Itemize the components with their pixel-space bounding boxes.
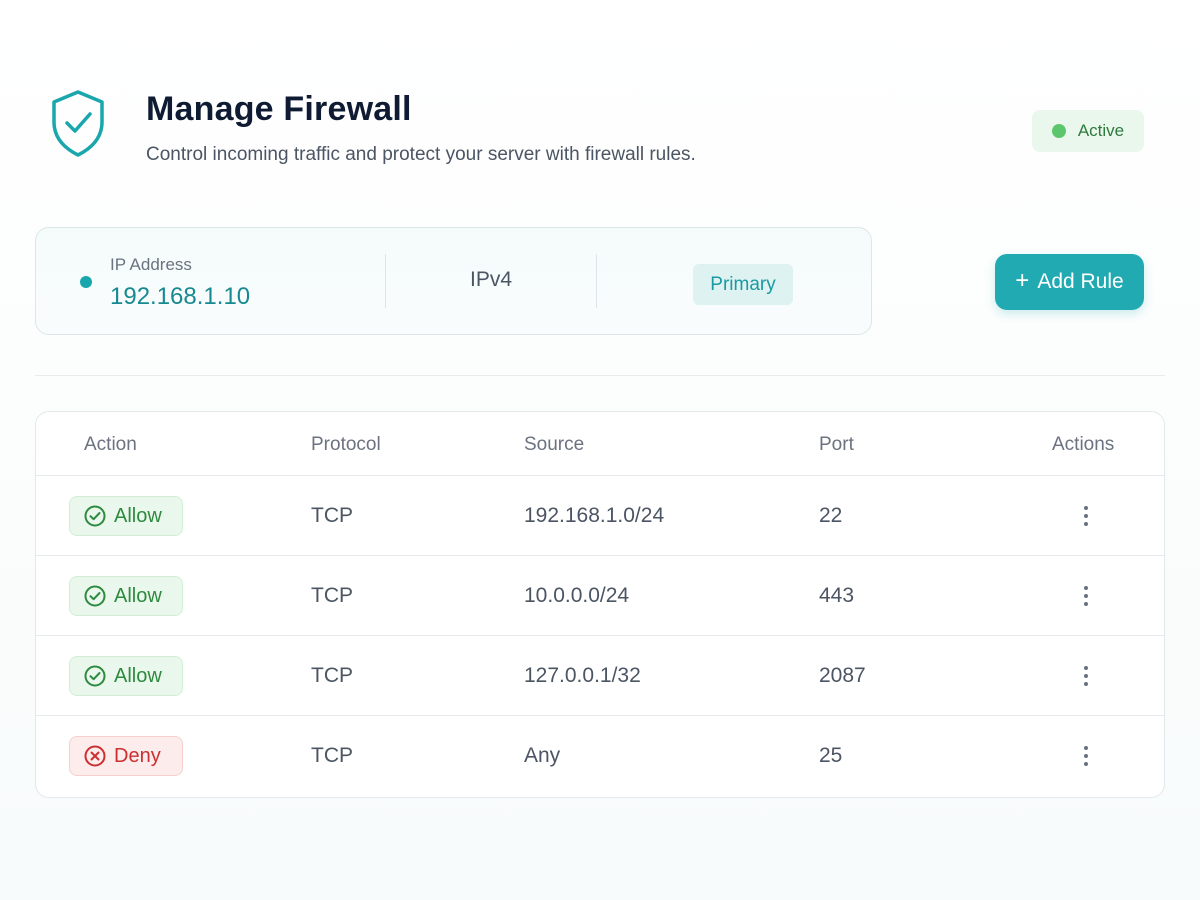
add-rule-label: Add Rule: [1037, 270, 1124, 293]
port-cell: 2087: [819, 664, 866, 687]
add-rule-button[interactable]: + Add Rule: [995, 254, 1144, 310]
ip-version: IPv4: [469, 268, 513, 291]
check-circle-icon: [84, 585, 106, 607]
kebab-dot-icon: [1084, 762, 1088, 766]
row-menu-button[interactable]: [1076, 740, 1096, 772]
ip-address-label: IP Address: [110, 255, 192, 274]
column-header-port: Port: [819, 434, 854, 455]
table-row: Allow TCP 127.0.0.1/32 2087: [36, 636, 1164, 716]
column-header-source: Source: [524, 434, 585, 455]
column-header-actions: Actions: [1052, 434, 1115, 455]
primary-badge: Primary: [693, 264, 793, 305]
plus-icon: +: [1015, 267, 1030, 294]
x-circle-icon: [84, 745, 106, 767]
page-title: Manage Firewall: [146, 90, 412, 128]
protocol-cell: TCP: [311, 584, 353, 607]
protocol-cell: TCP: [311, 664, 353, 687]
source-cell: Any: [524, 744, 561, 767]
ip-status-dot-icon: [80, 276, 92, 288]
kebab-dot-icon: [1084, 506, 1088, 510]
port-cell: 443: [819, 584, 855, 607]
port-cell: 22: [819, 504, 843, 527]
check-circle-icon: [84, 505, 106, 527]
check-circle-icon: [84, 665, 106, 687]
table-header: Action Protocol Source Port Actions: [36, 412, 1164, 476]
section-divider: [35, 375, 1165, 376]
kebab-dot-icon: [1084, 522, 1088, 526]
source-cell: 10.0.0.0/24: [524, 584, 630, 607]
kebab-dot-icon: [1084, 746, 1088, 750]
kebab-dot-icon: [1084, 674, 1088, 678]
divider: [596, 254, 597, 308]
shield-check-icon: [48, 88, 108, 158]
row-menu-button[interactable]: [1076, 500, 1096, 532]
kebab-dot-icon: [1084, 666, 1088, 670]
page-header: Manage Firewall Control incoming traffic…: [48, 86, 1144, 176]
table-row: Allow TCP 10.0.0.0/24 443: [36, 556, 1164, 636]
protocol-cell: TCP: [311, 504, 353, 527]
kebab-dot-icon: [1084, 602, 1088, 606]
table-row: Deny TCP Any 25: [36, 716, 1164, 796]
row-menu-button[interactable]: [1076, 660, 1096, 692]
port-cell: 25: [819, 744, 843, 767]
divider: [385, 254, 386, 308]
status-dot-icon: [1051, 124, 1066, 138]
action-label: Allow: [114, 504, 162, 527]
page-subtitle: Control incoming traffic and protect you…: [146, 144, 696, 165]
source-cell: 127.0.0.1/32: [524, 664, 641, 687]
status-label: Active: [1077, 121, 1125, 140]
action-label: Deny: [114, 744, 161, 767]
ip-address-card: IP Address 192.168.1.10 IPv4 Primary: [35, 227, 872, 335]
table-row: Allow TCP 192.168.1.0/24 22: [36, 476, 1164, 556]
kebab-dot-icon: [1084, 754, 1088, 758]
allow-badge: Allow: [69, 576, 183, 616]
kebab-dot-icon: [1084, 514, 1088, 518]
deny-badge: Deny: [69, 736, 183, 776]
kebab-dot-icon: [1084, 594, 1088, 598]
column-header-protocol: Protocol: [311, 434, 381, 455]
allow-badge: Allow: [69, 656, 183, 696]
action-label: Allow: [114, 584, 162, 607]
ip-address-value: 192.168.1.10: [110, 283, 251, 310]
column-header-action: Action: [84, 434, 137, 455]
allow-badge: Allow: [69, 496, 183, 536]
firewall-rules-table: Action Protocol Source Port Actions Allo…: [35, 411, 1165, 798]
kebab-dot-icon: [1084, 586, 1088, 590]
kebab-dot-icon: [1084, 682, 1088, 686]
protocol-cell: TCP: [311, 744, 353, 767]
row-menu-button[interactable]: [1076, 580, 1096, 612]
status-badge: Active: [1032, 110, 1144, 152]
action-label: Allow: [114, 664, 162, 687]
source-cell: 192.168.1.0/24: [524, 504, 665, 527]
